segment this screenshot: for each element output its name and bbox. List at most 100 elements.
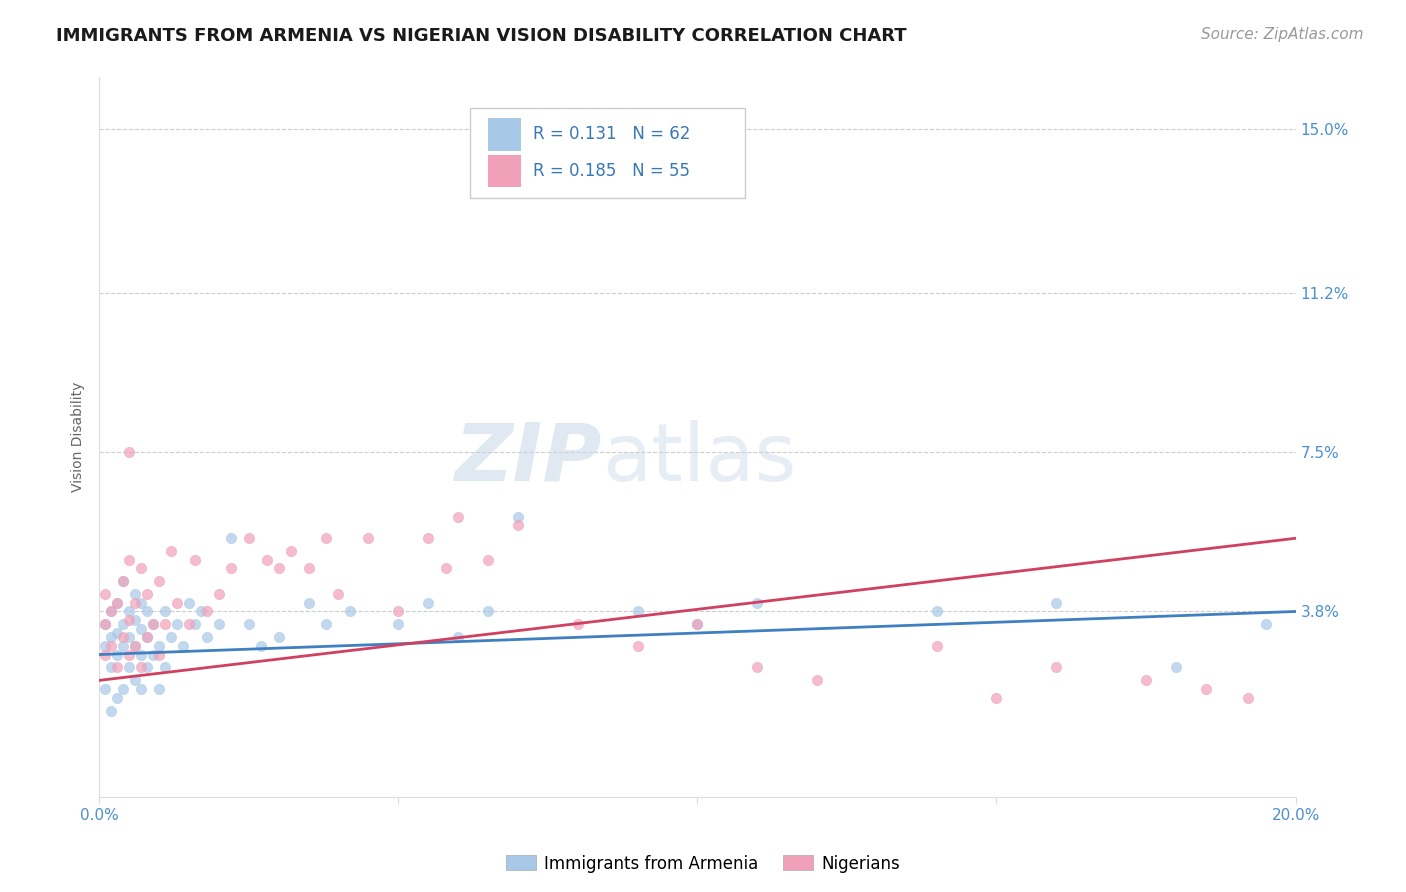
Text: Source: ZipAtlas.com: Source: ZipAtlas.com	[1201, 27, 1364, 42]
Point	[129, 681, 152, 696]
Point	[1045, 596, 1067, 610]
Point	[124, 613, 146, 627]
Point	[256, 553, 278, 567]
Point	[238, 531, 260, 545]
Text: R = 0.185   N = 55: R = 0.185 N = 55	[533, 161, 690, 180]
Point	[105, 596, 128, 610]
Point	[219, 531, 242, 545]
Point	[160, 544, 183, 558]
Point	[118, 660, 141, 674]
Point	[626, 605, 648, 619]
Point	[136, 587, 159, 601]
Point	[506, 518, 529, 533]
Point	[105, 690, 128, 705]
Point	[124, 639, 146, 653]
Point	[118, 445, 141, 459]
Point	[118, 605, 141, 619]
Point	[100, 605, 122, 619]
Point	[105, 596, 128, 610]
Point	[94, 617, 117, 632]
Point	[1135, 673, 1157, 688]
Point	[112, 574, 135, 589]
FancyBboxPatch shape	[488, 154, 522, 187]
Point	[148, 681, 170, 696]
Point	[249, 639, 271, 653]
Point	[112, 617, 135, 632]
Point	[172, 639, 194, 653]
Point	[925, 605, 948, 619]
Text: R = 0.131   N = 62: R = 0.131 N = 62	[533, 126, 690, 144]
Point	[166, 596, 188, 610]
Point	[925, 639, 948, 653]
Point	[100, 630, 122, 644]
Point	[94, 639, 117, 653]
Point	[418, 596, 440, 610]
Point	[238, 617, 260, 632]
Point	[267, 630, 290, 644]
Point	[1045, 660, 1067, 674]
Y-axis label: Vision Disability: Vision Disability	[72, 382, 86, 492]
Point	[626, 639, 648, 653]
Point	[129, 596, 152, 610]
FancyBboxPatch shape	[470, 108, 745, 197]
Point	[387, 617, 409, 632]
Point	[477, 553, 499, 567]
Text: ZIP: ZIP	[454, 419, 602, 498]
Point	[747, 660, 769, 674]
Point	[315, 617, 337, 632]
Point	[118, 613, 141, 627]
Point	[506, 509, 529, 524]
Point	[94, 681, 117, 696]
Point	[806, 673, 828, 688]
Point	[105, 660, 128, 674]
Point	[105, 648, 128, 662]
Point	[195, 605, 218, 619]
Point	[100, 639, 122, 653]
Point	[136, 660, 159, 674]
Point	[208, 587, 231, 601]
Point	[567, 617, 589, 632]
Point	[477, 605, 499, 619]
Point	[195, 630, 218, 644]
Point	[148, 574, 170, 589]
Point	[986, 690, 1008, 705]
Point	[142, 648, 165, 662]
Point	[297, 561, 319, 575]
Point	[100, 704, 122, 718]
Point	[118, 630, 141, 644]
Point	[153, 617, 176, 632]
Point	[112, 639, 135, 653]
Point	[357, 531, 380, 545]
Point	[148, 648, 170, 662]
Point	[1195, 681, 1218, 696]
Point	[447, 509, 470, 524]
Legend: Immigrants from Armenia, Nigerians: Immigrants from Armenia, Nigerians	[499, 848, 907, 880]
Point	[208, 617, 231, 632]
Point	[1236, 690, 1258, 705]
Point	[124, 587, 146, 601]
Point	[387, 605, 409, 619]
Point	[129, 622, 152, 636]
Point	[94, 587, 117, 601]
Point	[153, 605, 176, 619]
Point	[686, 617, 709, 632]
Point	[129, 648, 152, 662]
Point	[112, 681, 135, 696]
Point	[153, 660, 176, 674]
Point	[434, 561, 457, 575]
Point	[184, 617, 207, 632]
Point	[148, 639, 170, 653]
Point	[94, 617, 117, 632]
Point	[747, 596, 769, 610]
Point	[280, 544, 302, 558]
Point	[105, 626, 128, 640]
Point	[118, 648, 141, 662]
Point	[100, 660, 122, 674]
Point	[219, 561, 242, 575]
Point	[177, 617, 200, 632]
Point	[447, 630, 470, 644]
Text: IMMIGRANTS FROM ARMENIA VS NIGERIAN VISION DISABILITY CORRELATION CHART: IMMIGRANTS FROM ARMENIA VS NIGERIAN VISI…	[56, 27, 907, 45]
Point	[166, 617, 188, 632]
Point	[124, 673, 146, 688]
Point	[418, 531, 440, 545]
